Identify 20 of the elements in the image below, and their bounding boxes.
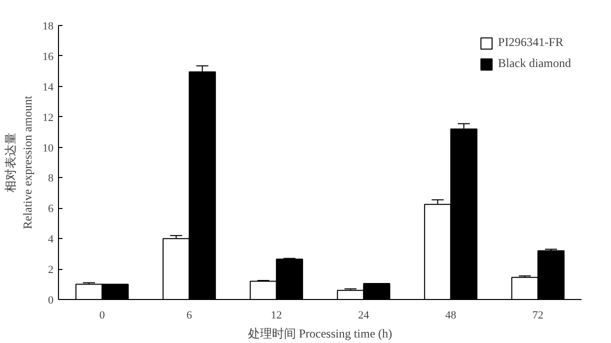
- y-tick-label: 12: [42, 112, 54, 124]
- x-tick-label: 72: [532, 310, 544, 322]
- x-tick-label: 48: [445, 310, 457, 322]
- x-tick-label: 6: [186, 310, 192, 322]
- y-tick-label: 2: [48, 264, 54, 276]
- legend-label: Black diamond: [498, 56, 571, 71]
- x-axis-title: 处理时间 Processing time (h): [248, 326, 392, 340]
- x-tick-label: 24: [358, 310, 370, 322]
- y-tick-label: 4: [48, 234, 54, 246]
- y-tick-label: 0: [48, 294, 54, 306]
- x-tick-label: 0: [99, 310, 106, 322]
- y-tick-label: 14: [42, 81, 54, 94]
- x-tick-label: 12: [270, 310, 282, 322]
- y-tick-label: 10: [42, 142, 54, 154]
- y-axis-title: 相对表达量 Relative expression amount: [4, 95, 34, 230]
- y-tick-label: 8: [48, 172, 54, 185]
- y-tick-label: 16: [42, 50, 54, 63]
- legend-label: PI296341-FR: [498, 35, 564, 50]
- y-tick-label: 6: [48, 203, 54, 216]
- y-tick-label: 18: [42, 20, 54, 32]
